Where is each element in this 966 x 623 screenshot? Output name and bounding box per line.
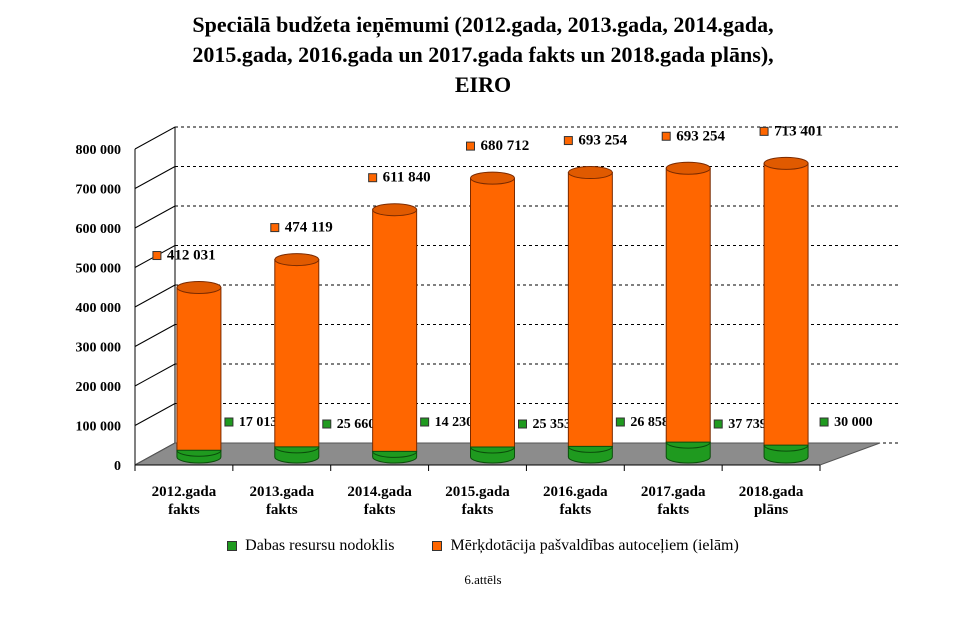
bar-merkdotacija bbox=[763, 162, 809, 452]
label-marker-orange bbox=[466, 141, 475, 151]
bar-merkdotacija bbox=[176, 287, 222, 457]
gridline-side bbox=[134, 166, 176, 189]
bar-dabas-resursu bbox=[470, 446, 515, 464]
x-tick-label: fakts bbox=[462, 502, 494, 518]
data-label-dabas-resursu: 25 660 bbox=[337, 417, 376, 432]
gridline-side bbox=[134, 205, 176, 229]
y-tick-label: 600 000 bbox=[76, 222, 122, 237]
chart-title-line-3: EIRO bbox=[454, 72, 512, 97]
y-tick-label: 0 bbox=[114, 459, 121, 474]
x-tick-label: 2016.gada bbox=[543, 484, 608, 500]
bar-merkdotacija bbox=[372, 209, 418, 458]
bar-dabas-resursu-top bbox=[274, 446, 320, 454]
legend-item-dabas-resursu-nodoklis: Dabas resursu nodoklis bbox=[227, 537, 394, 555]
bar-merkdotacija-top bbox=[470, 171, 515, 185]
label-marker-green bbox=[518, 419, 527, 429]
bar-dabas-resursu-top bbox=[665, 441, 711, 449]
gridline-side bbox=[134, 363, 176, 387]
y-tick-label: 300 000 bbox=[76, 341, 122, 356]
legend-item-merkdotacija: Mērķdotācija pašvaldības autoceļiem (iel… bbox=[432, 537, 739, 555]
bar-merkdotacija bbox=[274, 259, 320, 454]
y-tick-label: 500 000 bbox=[76, 262, 122, 277]
label-marker-green bbox=[713, 419, 723, 429]
x-tick-label: 2015.gada bbox=[445, 484, 510, 500]
legend-label: Mērķdotācija pašvaldības autoceļiem (iel… bbox=[450, 537, 739, 554]
data-label-dabas-resursu: 30 000 bbox=[834, 415, 873, 430]
gridline-side bbox=[134, 126, 176, 150]
y-tick-label: 800 000 bbox=[76, 143, 122, 158]
bar-merkdotacija-top bbox=[763, 156, 809, 170]
x-tick-label: 2018.gada bbox=[739, 484, 804, 500]
x-tick-label: 2012.gada bbox=[152, 484, 217, 500]
data-label-dabas-resursu: 25 353 bbox=[533, 417, 572, 432]
label-marker-green bbox=[420, 417, 430, 427]
bar-merkdotacija bbox=[665, 167, 711, 449]
x-tick-label: 2017.gada bbox=[641, 484, 706, 500]
gridline-side bbox=[134, 324, 176, 347]
x-tick-label: fakts bbox=[168, 502, 200, 518]
legend: Dabas resursu nodoklis Mērķdotācija pašv… bbox=[0, 537, 966, 555]
x-tick-label: fakts bbox=[560, 502, 592, 518]
data-label-dabas-resursu: 26 858 bbox=[630, 415, 669, 430]
label-marker-green bbox=[322, 419, 332, 429]
data-label-merkdotacija: 693 254 bbox=[578, 133, 627, 149]
label-marker-green bbox=[615, 417, 625, 427]
bar-merkdotacija-top bbox=[176, 281, 222, 295]
x-tick-label: fakts bbox=[364, 502, 396, 518]
bar-merkdotacija-top bbox=[274, 253, 320, 267]
label-marker-orange bbox=[759, 126, 769, 136]
legend-swatch-orange bbox=[432, 541, 443, 551]
gridline-side bbox=[134, 284, 176, 308]
label-marker-green bbox=[819, 417, 829, 427]
chart-title-line-2: 2015.gada, 2016.gada un 2017.gada fakts … bbox=[192, 42, 774, 67]
bar-dabas-resursu-top bbox=[470, 446, 515, 454]
chart-title-line-1: Speciālā budžeta ieņēmumi (2012.gada, 20… bbox=[192, 12, 774, 37]
label-marker-orange bbox=[152, 251, 162, 261]
label-marker-orange bbox=[270, 223, 280, 233]
bar-merkdotacija-top bbox=[665, 161, 711, 175]
bar-dabas-resursu-top bbox=[763, 445, 809, 452]
label-marker-orange bbox=[563, 136, 573, 146]
y-tick-label: 100 000 bbox=[76, 420, 122, 435]
bar-merkdotacija-top bbox=[372, 203, 418, 217]
x-tick-label: fakts bbox=[657, 502, 689, 518]
data-label-merkdotacija: 611 840 bbox=[383, 170, 431, 186]
data-label-merkdotacija: 693 254 bbox=[676, 128, 725, 144]
y-tick-label: 700 000 bbox=[76, 183, 122, 198]
label-marker-green bbox=[224, 417, 234, 427]
figure-caption: 6.attēls bbox=[464, 572, 502, 587]
legend-label: Dabas resursu nodoklis bbox=[245, 537, 395, 554]
bar-dabas-resursu bbox=[274, 446, 320, 464]
y-tick-label: 200 000 bbox=[76, 380, 122, 395]
data-label-merkdotacija: 680 712 bbox=[481, 138, 530, 154]
bar-dabas-resursu bbox=[567, 445, 613, 464]
legend-swatch-green bbox=[227, 541, 238, 551]
y-tick-label: 400 000 bbox=[76, 301, 122, 316]
bar-dabas-resursu-top bbox=[567, 446, 613, 453]
x-tick-label: 2014.gada bbox=[347, 484, 412, 500]
data-label-dabas-resursu: 17 013 bbox=[239, 415, 278, 430]
data-label-dabas-resursu: 37 739 bbox=[728, 417, 767, 432]
gridline-side bbox=[134, 403, 176, 426]
data-label-merkdotacija: 412 031 bbox=[167, 248, 216, 264]
x-tick-label: plāns bbox=[754, 502, 788, 518]
data-label-merkdotacija: 713 401 bbox=[774, 123, 823, 139]
x-tick-label: fakts bbox=[266, 502, 298, 518]
bar-dabas-resursu-top bbox=[176, 450, 222, 457]
bar-dabas-resursu bbox=[665, 441, 711, 464]
bar-dabas-resursu-top bbox=[372, 451, 418, 458]
bar-merkdotacija bbox=[470, 177, 515, 454]
label-marker-orange bbox=[661, 131, 671, 141]
bar-dabas-resursu bbox=[763, 444, 809, 464]
data-label-merkdotacija: 474 119 bbox=[285, 220, 333, 236]
label-marker-orange bbox=[368, 173, 378, 183]
x-tick-label: 2013.gada bbox=[249, 484, 314, 500]
bar-merkdotacija-top bbox=[567, 166, 613, 180]
bar-merkdotacija bbox=[567, 172, 613, 453]
data-label-dabas-resursu: 14 230 bbox=[435, 415, 474, 430]
